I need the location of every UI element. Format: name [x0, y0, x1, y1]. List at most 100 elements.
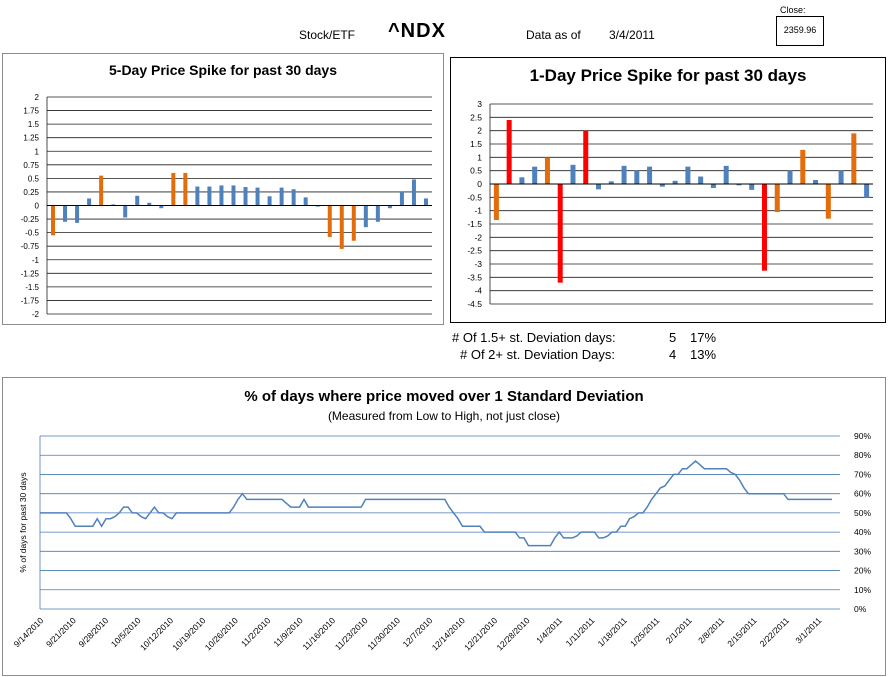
y-tick-label: -4	[474, 286, 482, 296]
y-tick-label: -2.5	[467, 246, 482, 256]
bar	[634, 170, 640, 184]
x-tick-label: 10/26/2010	[203, 615, 240, 652]
x-tick-label: 10/12/2010	[138, 615, 175, 652]
y-tick-label: 1.25	[23, 134, 39, 143]
bar	[351, 205, 356, 241]
bar	[183, 172, 188, 206]
y-tick-label: 40%	[854, 527, 871, 537]
bar	[749, 184, 755, 190]
bar	[596, 184, 602, 190]
bar	[291, 189, 296, 206]
x-tick-label: 9/14/2010	[12, 615, 46, 649]
stat-2-count: 4	[669, 347, 677, 362]
y-tick-label: 1.5	[28, 120, 40, 129]
line-chart-panel: % of days where price moved over 1 Stand…	[2, 377, 886, 676]
y-tick-label: 90%	[854, 431, 871, 441]
bar	[761, 184, 767, 271]
x-tick-label: 2/1/2011	[664, 615, 694, 645]
bar	[75, 205, 80, 223]
series-line	[40, 460, 832, 547]
bar	[87, 198, 92, 206]
y-tick-label: 2	[35, 93, 40, 102]
y-tick-label: -1.25	[21, 269, 40, 278]
data-as-of-label: Data as of	[526, 28, 581, 42]
bar	[375, 205, 380, 222]
bar	[123, 205, 128, 218]
y-tick-label: -1.5	[467, 219, 482, 229]
bar	[698, 176, 704, 184]
bar	[195, 186, 200, 206]
close-value-box: 2359.96	[776, 16, 824, 46]
y-tick-label: -1.75	[21, 296, 40, 305]
x-tick-label: 11/2/2010	[239, 615, 273, 649]
x-tick-label: 11/23/2010	[333, 615, 370, 652]
y-tick-label: -1.5	[25, 283, 39, 292]
bar	[736, 184, 742, 186]
close-label: Close:	[780, 5, 806, 15]
bar	[864, 184, 870, 198]
bar	[219, 185, 224, 206]
y-tick-label: -4.5	[467, 299, 482, 309]
y-axis-label: % of days for past 30 days	[18, 472, 28, 572]
bar	[557, 184, 563, 283]
y-tick-label: -1	[474, 206, 482, 216]
line-chart: 90% 80% 70% 60% 50% 40% 30% 20% 10% 0% % of days f…	[12, 431, 872, 652]
y-tick-label: -0.5	[467, 192, 482, 202]
y-tick-label: -1	[32, 256, 40, 265]
x-tick-label: 1/18/2011	[596, 615, 630, 649]
y-tick-label: -3	[474, 259, 482, 269]
y-tick-label: 0.25	[23, 188, 39, 197]
close-value: 2359.96	[783, 25, 817, 35]
y-tick-label: 0.5	[470, 166, 482, 176]
bar	[267, 196, 272, 206]
bar	[621, 165, 627, 184]
stat-1-5-count: 5	[669, 330, 677, 345]
bar	[51, 205, 56, 236]
y-tick-label: -0.5	[25, 229, 39, 238]
y-tick-label: 60%	[854, 489, 871, 499]
x-tick-label: 12/21/2010	[462, 615, 499, 652]
x-tick-label: 2/8/2011	[696, 615, 726, 645]
one-day-chart: 3 2.5 2 1.5 1 0.5 0 -0.5 -1 -1.5 -2 -2.5 -3 -3.5 -4 -4.…	[467, 99, 873, 309]
y-tick-label: 2.5	[470, 112, 482, 122]
bar	[315, 205, 320, 207]
bar	[231, 185, 236, 206]
y-tick-label: 0	[35, 202, 40, 211]
bar	[399, 191, 404, 206]
stat-2-pct: 13%	[690, 347, 717, 362]
bar	[647, 166, 653, 184]
bar	[583, 130, 589, 184]
y-tick-label: 0.5	[28, 174, 40, 183]
y-tick-label: 1	[477, 152, 482, 162]
x-tick-label: 3/1/2011	[793, 615, 823, 645]
y-tick-label: 0.75	[23, 161, 39, 170]
x-tick-label: 11/16/2010	[300, 615, 337, 652]
bar	[544, 157, 550, 184]
stat-1-5-pct: 17%	[690, 330, 717, 345]
bar	[710, 184, 716, 188]
bar	[787, 170, 793, 184]
bar	[851, 133, 857, 184]
x-tick-label: 10/5/2010	[109, 615, 143, 649]
line-chart-title: % of days where price moved over 1 Stand…	[244, 388, 644, 405]
x-tick-label: 1/4/2011	[534, 615, 564, 645]
x-tick-label: 2/15/2011	[725, 615, 759, 649]
y-tick-label: 2	[477, 126, 482, 136]
bar	[608, 181, 614, 184]
bar	[570, 164, 576, 184]
bar	[774, 184, 780, 212]
y-tick-label: 0%	[854, 604, 867, 614]
bar	[63, 205, 68, 222]
bar	[171, 172, 176, 206]
y-tick-label: -2	[32, 310, 40, 319]
y-tick-label: 0	[477, 179, 482, 189]
bar	[800, 149, 806, 184]
bar	[207, 186, 212, 206]
bar	[838, 170, 844, 184]
bar	[327, 205, 332, 237]
stat-2-label: # Of 2+ st. Deviation Days:	[460, 347, 615, 362]
x-tick-label: 12/28/2010	[495, 615, 532, 652]
bar	[99, 175, 104, 206]
y-tick-label: 30%	[854, 546, 871, 556]
bar	[135, 195, 140, 206]
